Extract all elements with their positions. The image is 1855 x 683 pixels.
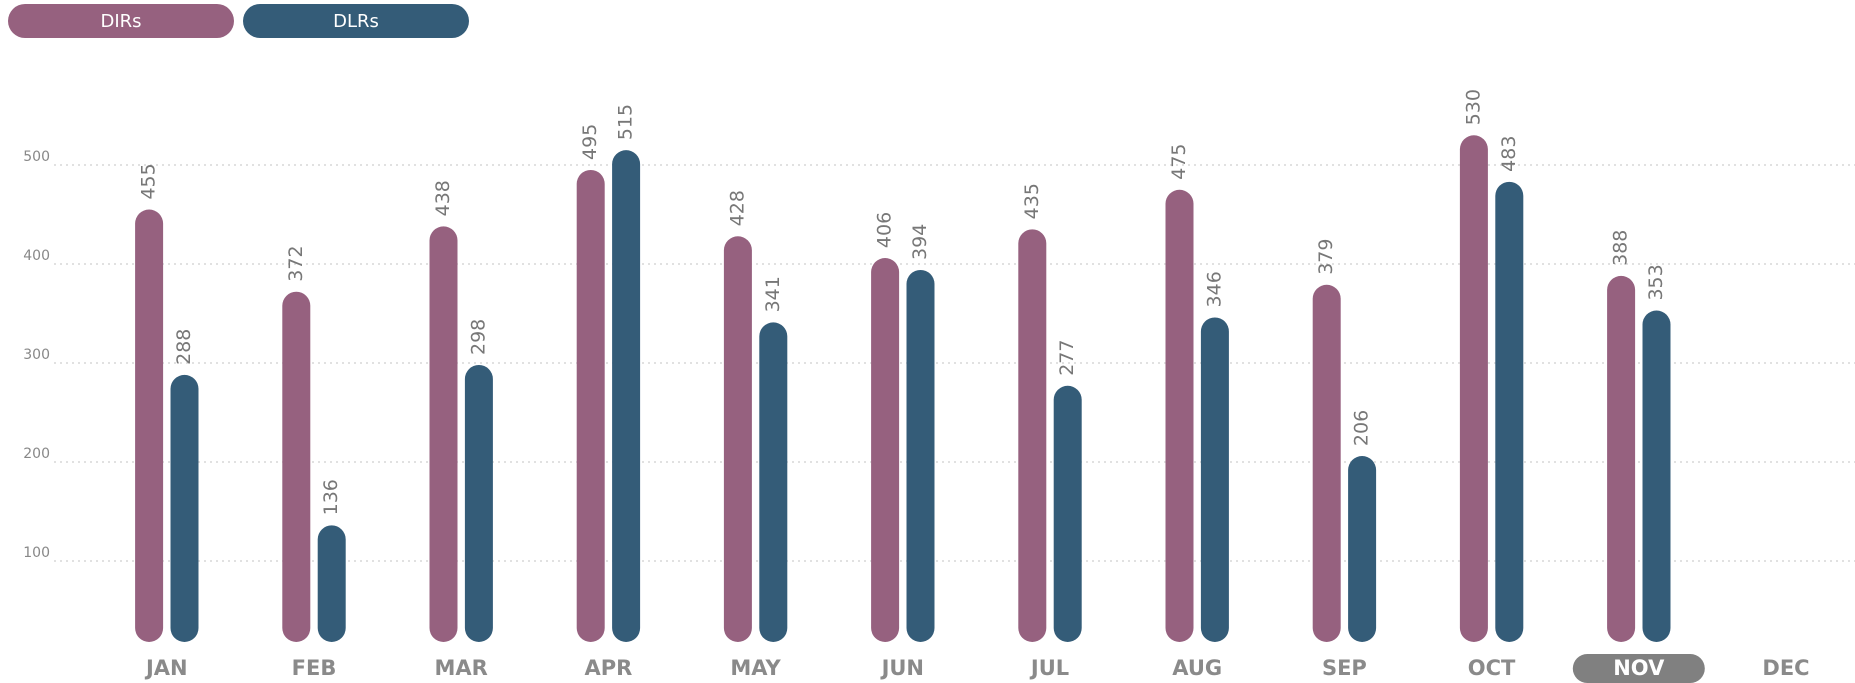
x-tick-label[interactable]: JUL <box>1029 656 1069 680</box>
value-label: 406 <box>874 212 896 248</box>
value-label: 428 <box>726 190 748 226</box>
bar <box>170 374 199 642</box>
value-label: 206 <box>1351 410 1373 446</box>
value-label: 530 <box>1462 89 1484 125</box>
value-label: 455 <box>138 163 160 199</box>
x-tick-label[interactable]: JAN <box>144 656 188 680</box>
value-label: 394 <box>909 224 931 260</box>
legend-pill[interactable] <box>8 4 234 38</box>
legend-label[interactable]: DIRs <box>100 11 141 32</box>
bar <box>317 525 346 642</box>
bar <box>1459 135 1488 643</box>
value-label: 353 <box>1645 264 1667 300</box>
legend-pill[interactable] <box>243 4 469 38</box>
value-label: 438 <box>432 180 454 216</box>
bar <box>282 291 311 642</box>
value-label: 379 <box>1315 239 1337 275</box>
bar <box>1348 456 1377 642</box>
x-tick-label[interactable]: MAY <box>730 656 781 680</box>
bar <box>612 150 641 642</box>
bar <box>1165 189 1194 642</box>
selected-month[interactable] <box>1572 654 1705 683</box>
y-tick-label: 500 <box>23 149 50 165</box>
value-label: 298 <box>467 319 489 355</box>
bar <box>1495 181 1524 642</box>
value-label: 136 <box>320 479 342 515</box>
bar <box>871 258 900 642</box>
bar <box>1642 310 1671 642</box>
bar <box>1312 284 1341 642</box>
x-tick-label[interactable]: NOV <box>1613 656 1665 680</box>
bar <box>135 209 164 643</box>
value-label: 515 <box>615 104 637 140</box>
bar <box>576 169 605 642</box>
x-tick-label[interactable]: AUG <box>1172 656 1222 680</box>
bar <box>1200 317 1229 642</box>
x-tick-label[interactable]: SEP <box>1322 656 1367 680</box>
x-tick-label[interactable]: OCT <box>1468 656 1516 680</box>
value-label: 435 <box>1021 183 1043 219</box>
value-label: 483 <box>1498 136 1520 172</box>
value-label: 372 <box>285 245 307 281</box>
y-tick-label: 100 <box>23 545 50 561</box>
x-tick-label[interactable]: DEC <box>1762 656 1809 680</box>
bar <box>1053 385 1082 642</box>
bar <box>1607 275 1636 642</box>
bar <box>429 226 458 642</box>
value-label: 346 <box>1203 271 1225 307</box>
value-label: 475 <box>1168 143 1190 179</box>
x-tick-label[interactable]: MAR <box>435 656 488 680</box>
bar <box>723 236 752 642</box>
value-label: 341 <box>762 276 784 312</box>
value-label: 495 <box>579 124 601 160</box>
bar <box>906 269 935 642</box>
y-tick-label: 200 <box>23 446 50 462</box>
x-tick-label[interactable]: APR <box>584 656 632 680</box>
bar <box>1018 229 1047 642</box>
bar <box>759 322 788 642</box>
bar <box>464 364 493 642</box>
x-tick-label[interactable]: FEB <box>292 656 337 680</box>
y-tick-label: 400 <box>23 248 50 264</box>
legend-label[interactable]: DLRs <box>333 11 379 32</box>
value-label: 388 <box>1610 230 1632 266</box>
value-label: 288 <box>173 329 195 365</box>
y-tick-label: 300 <box>23 347 50 363</box>
value-label: 277 <box>1056 340 1078 376</box>
x-tick-label[interactable]: JUN <box>880 656 924 680</box>
